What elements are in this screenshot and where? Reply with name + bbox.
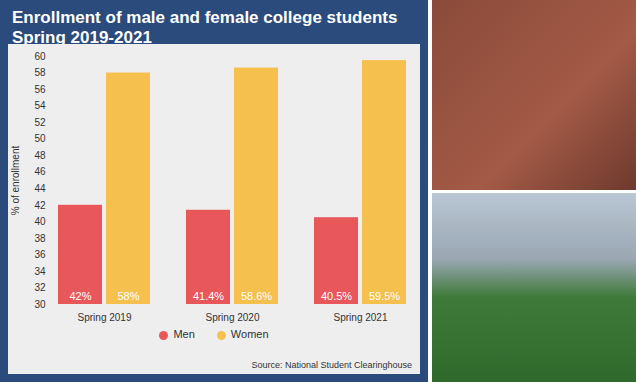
svg-text:34: 34: [34, 266, 46, 277]
html-text:Source: National Student Clear: Source: National Student Clearinghouse: [251, 360, 412, 370]
svg-text:32: 32: [34, 282, 46, 293]
svg-text:50: 50: [34, 133, 46, 144]
svg-text:Spring 2020: Spring 2020: [206, 312, 260, 323]
svg-text:38: 38: [34, 233, 46, 244]
svg-text:58: 58: [34, 67, 46, 78]
svg-text:Spring 2019: Spring 2019: [78, 312, 132, 323]
html-text:Enrollment of male and female: Enrollment of male and female college st…: [12, 8, 398, 47]
svg-text:30: 30: [34, 299, 46, 310]
svg-text:56: 56: [34, 84, 46, 95]
svg-text:42%: 42%: [69, 290, 91, 302]
svg-text:42: 42: [34, 200, 46, 211]
svg-text:% of enrollment: % of enrollment: [10, 146, 21, 216]
svg-text:52: 52: [34, 117, 46, 128]
svg-text:41.4%: 41.4%: [193, 290, 224, 302]
svg-text:46: 46: [34, 166, 46, 177]
svg-text:58.6%: 58.6%: [241, 290, 272, 302]
svg-text:40.5%: 40.5%: [321, 290, 352, 302]
svg-text:40: 40: [34, 216, 46, 227]
svg-text:58%: 58%: [117, 290, 139, 302]
svg-text:44: 44: [34, 183, 46, 194]
html-text:Men: Men: [173, 328, 195, 340]
svg-text:54: 54: [34, 100, 46, 111]
svg-text:36: 36: [34, 249, 46, 260]
svg-text:48: 48: [34, 150, 46, 161]
svg-text:60: 60: [34, 51, 46, 62]
svg-text:59.5%: 59.5%: [369, 290, 400, 302]
html-text:Women: Women: [230, 328, 269, 340]
svg-text:Spring 2021: Spring 2021: [334, 312, 388, 323]
